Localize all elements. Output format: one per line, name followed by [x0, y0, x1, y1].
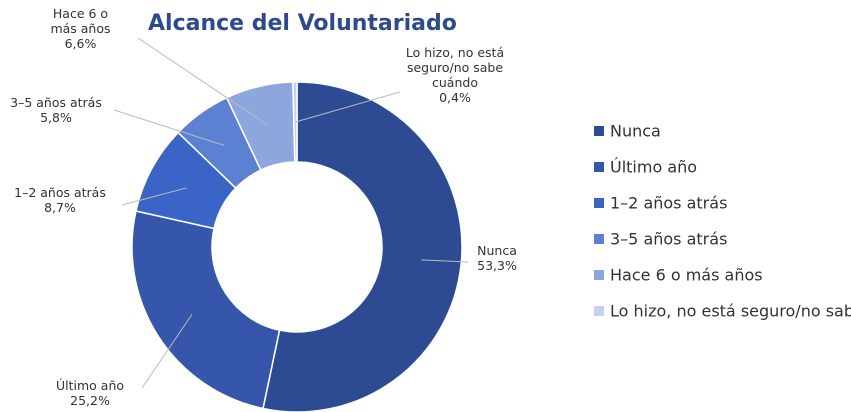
legend-label: Nunca: [610, 122, 661, 141]
leader-line: [113, 109, 225, 146]
slice-label-name: 3–5 años atrás: [10, 95, 102, 110]
slice-label-value: 6,6%: [64, 36, 97, 51]
legend-label: Hace 6 o más años: [610, 266, 763, 285]
slice-label: Último año 25,2%: [38, 378, 142, 408]
slice-label-name: Lo hizo, no está seguro/no sabe cuándo: [405, 45, 505, 90]
legend-swatch: [594, 162, 604, 172]
slice-label: 1–2 años atrás 8,7%: [0, 185, 120, 215]
slice-label-name: Nunca: [477, 243, 517, 258]
slice-label-name: Último año: [55, 378, 125, 393]
legend-swatch: [594, 126, 604, 136]
donut-slice: [262, 81, 463, 412]
slice-label-name: Hace 6 o más años: [50, 6, 111, 36]
legend-swatch: [594, 198, 604, 208]
leader-line: [141, 314, 193, 389]
leader-line: [295, 91, 401, 123]
leader-line: [121, 187, 188, 206]
slice-label: 3–5 años atrás 5,8%: [0, 95, 112, 125]
slice-label: Lo hizo, no está seguro/no sabe cuándo 0,…: [398, 45, 512, 105]
legend-label: Último año: [610, 158, 697, 177]
slice-label-value: 5,8%: [40, 110, 72, 125]
slice-label: Nunca 53,3%: [452, 243, 542, 273]
leader-line: [137, 37, 269, 126]
legend-label: 3–5 años atrás: [610, 230, 727, 249]
chart-title: Alcance del Voluntariado: [148, 11, 457, 36]
slice-label: Hace 6 o más años 6,6%: [38, 6, 123, 51]
slice-label-value: 8,7%: [44, 200, 76, 215]
legend-swatch: [594, 306, 604, 316]
donut-slice: [131, 210, 281, 410]
legend-swatch: [594, 270, 604, 280]
slice-label-value: 25,2%: [70, 393, 110, 408]
legend-label: Lo hizo, no está seguro/no sabe cuándo: [610, 302, 851, 321]
donut-slice: [292, 81, 298, 163]
legend-swatch: [594, 234, 604, 244]
leader-line: [421, 259, 469, 263]
legend-label: 1–2 años atrás: [610, 194, 727, 213]
slice-label-value: 0,4%: [439, 90, 471, 105]
slice-label-value: 53,3%: [477, 258, 517, 273]
slice-label-name: 1–2 años atrás: [14, 185, 106, 200]
